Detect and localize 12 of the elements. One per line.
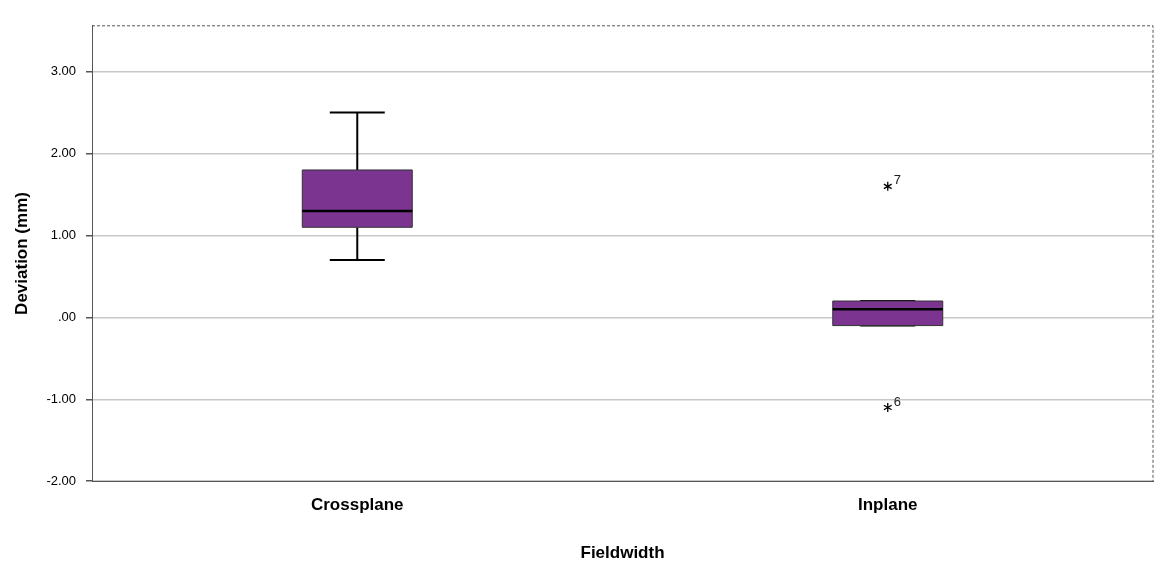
x-tick-label: Inplane — [858, 495, 918, 515]
annotation: 6 — [893, 393, 901, 409]
x-axis-title: Fieldwidth — [580, 543, 665, 563]
y-tick-label: -2.00 — [46, 472, 77, 488]
y-tick-label: 3.00 — [50, 63, 77, 79]
x-tick-label: Crossplane — [310, 495, 404, 515]
y-tick-label: 2.00 — [50, 145, 77, 161]
annotation: 7 — [893, 172, 901, 188]
y-tick-label: .00 — [57, 308, 77, 324]
y-tick-label: -1.00 — [46, 390, 77, 406]
y-axis-title: Deviation (mm) — [11, 192, 31, 315]
y-tick-label: 1.00 — [50, 227, 77, 243]
